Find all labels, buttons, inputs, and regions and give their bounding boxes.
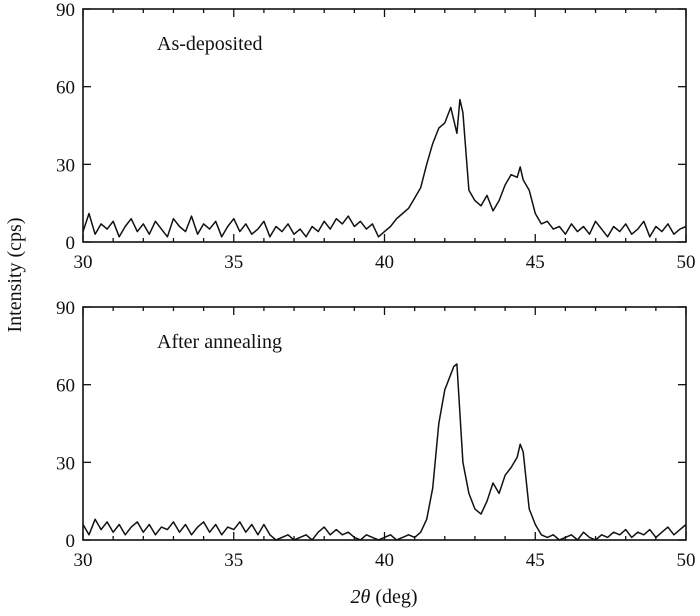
x-axis-bottom: 30 35 40 45 50 (74, 307, 696, 571)
y-tick-label: 30 (56, 453, 75, 474)
y-tick-label: 60 (56, 78, 75, 99)
panel-label-after-annealing: After annealing (157, 331, 282, 353)
x-tick-label: 30 (74, 550, 93, 571)
y-tick-label: 90 (56, 298, 75, 319)
x-tick-label: 50 (677, 252, 696, 273)
x-tick-label: 35 (224, 252, 243, 273)
x-tick-label: 30 (74, 252, 93, 273)
x-axis-unit: (deg) (370, 586, 417, 608)
y-tick-label: 0 (66, 233, 76, 254)
y-tick-label: 90 (56, 0, 75, 21)
x-axis-top: 30 35 40 45 50 (74, 9, 696, 273)
x-tick-label: 40 (375, 252, 394, 273)
y-axis-top: 0 30 60 90 (56, 0, 686, 254)
y-tick-label: 60 (56, 376, 75, 397)
y-axis-title: Intensity (cps) (4, 218, 26, 333)
x-tick-label: 45 (526, 550, 545, 571)
y-axis-bottom: 0 30 60 90 (56, 298, 686, 552)
xrd-trace-after-annealing (82, 363, 687, 541)
x-tick-label: 45 (526, 252, 545, 273)
x-tick-label: 35 (224, 550, 243, 571)
y-tick-label: 0 (66, 531, 76, 552)
x-tick-label: 40 (375, 550, 394, 571)
y-tick-label: 30 (56, 155, 75, 176)
panel-label-as-deposited: As-deposited (157, 33, 263, 55)
x-tick-label: 50 (677, 550, 696, 571)
xrd-trace-as-deposited (82, 98, 687, 238)
x-axis-symbol: 2θ (350, 586, 370, 608)
x-axis-title: 2θ (deg) (350, 586, 417, 608)
